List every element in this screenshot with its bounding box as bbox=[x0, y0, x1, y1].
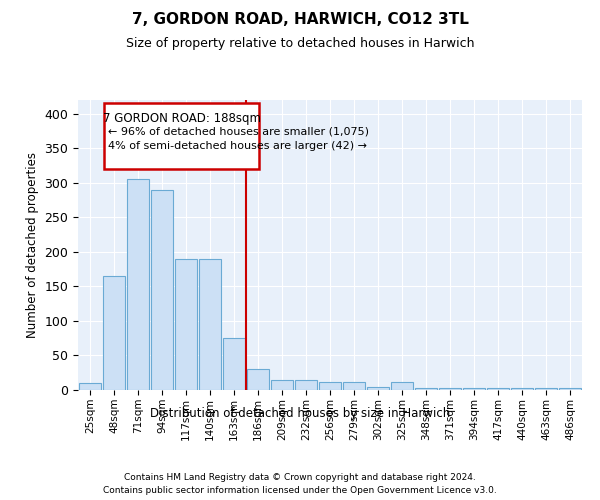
Text: Contains HM Land Registry data © Crown copyright and database right 2024.: Contains HM Land Registry data © Crown c… bbox=[124, 472, 476, 482]
FancyBboxPatch shape bbox=[104, 104, 259, 169]
Bar bbox=[391, 382, 413, 390]
Bar bbox=[415, 388, 437, 390]
Text: 7, GORDON ROAD, HARWICH, CO12 3TL: 7, GORDON ROAD, HARWICH, CO12 3TL bbox=[131, 12, 469, 28]
Bar bbox=[535, 388, 557, 390]
Bar bbox=[79, 383, 101, 390]
Bar bbox=[439, 388, 461, 390]
Y-axis label: Number of detached properties: Number of detached properties bbox=[26, 152, 39, 338]
Bar bbox=[511, 388, 533, 390]
Bar bbox=[247, 370, 269, 390]
Bar bbox=[223, 338, 245, 390]
Bar bbox=[151, 190, 173, 390]
Bar bbox=[271, 380, 293, 390]
Text: Size of property relative to detached houses in Harwich: Size of property relative to detached ho… bbox=[126, 38, 474, 51]
Text: Distribution of detached houses by size in Harwich: Distribution of detached houses by size … bbox=[150, 408, 450, 420]
Bar bbox=[319, 382, 341, 390]
Bar bbox=[463, 388, 485, 390]
Bar bbox=[199, 259, 221, 390]
Text: ← 96% of detached houses are smaller (1,075): ← 96% of detached houses are smaller (1,… bbox=[108, 126, 369, 136]
Bar bbox=[367, 387, 389, 390]
Bar bbox=[559, 388, 581, 390]
Bar bbox=[103, 276, 125, 390]
Text: 7 GORDON ROAD: 188sqm: 7 GORDON ROAD: 188sqm bbox=[103, 112, 261, 124]
Bar bbox=[487, 388, 509, 390]
Bar bbox=[127, 180, 149, 390]
Bar bbox=[175, 259, 197, 390]
Bar bbox=[343, 382, 365, 390]
Text: 4% of semi-detached houses are larger (42) →: 4% of semi-detached houses are larger (4… bbox=[108, 142, 367, 152]
Text: Contains public sector information licensed under the Open Government Licence v3: Contains public sector information licen… bbox=[103, 486, 497, 495]
Bar bbox=[295, 380, 317, 390]
